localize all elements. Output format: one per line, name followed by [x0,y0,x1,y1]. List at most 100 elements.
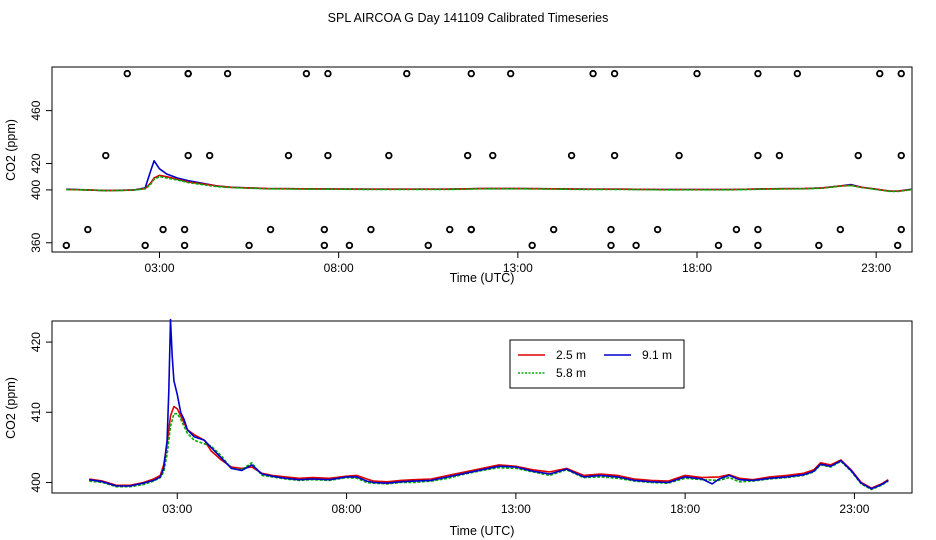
x-tick-label: 23:00 [861,261,891,275]
x-tick-label: 18:00 [682,261,712,275]
sample-point [732,225,741,234]
sample-point [467,225,475,234]
x-tick-label: 13:00 [501,502,531,516]
sample-point [528,241,536,250]
sample-point [302,69,311,78]
sample-point [793,69,802,78]
plot-frame-bottom [51,320,913,494]
series-lines-bottom [89,318,889,491]
y-tick-label: 460 [29,100,43,120]
y-axis-label-top: CO2 (ppm) [4,119,18,181]
x-axis-bottom: 03:00 08:00 13:00 18:00 23:00 [162,493,870,516]
series-lines-top [66,160,913,193]
sample-point [403,69,411,78]
sample-point [324,151,332,160]
sample-point [424,241,432,250]
sample-point [610,69,619,78]
plot-frame-top [51,66,913,253]
sample-point [754,225,762,234]
x-tick-label: 08:00 [324,261,354,275]
sample-point [463,151,472,160]
sample-point [367,225,375,234]
sample-point [506,69,515,78]
sample-point [893,241,902,250]
sample-point [897,151,905,160]
sample-point [589,69,597,78]
sample-point [320,225,329,234]
x-tick-label: 13:00 [503,261,533,275]
sample-point [385,151,393,160]
series-line-9-1-m [66,160,913,192]
sample-point [84,225,92,234]
sample-point [714,241,723,250]
y-axis-label-bottom: CO2 (ppm) [4,377,18,439]
sample-point [324,69,332,78]
series-line-2-5-m [89,405,889,489]
sample-point [141,241,149,250]
sample-point [607,241,615,250]
sample-point [489,151,497,160]
sample-point [62,241,71,250]
sample-point [836,225,845,234]
sample-point [180,225,189,234]
sample-point [854,151,862,160]
x-axis-label-bottom: Time (UTC) [450,524,515,538]
sample-point [123,69,131,78]
x-axis-top: 03:00 08:00 13:00 18:00 23:00 [144,252,892,275]
sample-point [693,69,701,78]
y-tick-label: 420 [29,332,43,352]
sample-point [184,151,192,160]
panel-timeseries: 03:00 08:00 13:00 18:00 23:00 400 410 420 Time… [4,318,913,538]
legend-label-5-8m: 5.8 m [556,366,586,380]
sample-point [754,151,762,160]
series-line-9-1-m [89,318,889,490]
legend-label-9-1m: 9.1 m [642,348,672,362]
y-tick-label: 400 [29,472,43,492]
sample-point [102,151,110,160]
sample-point [467,69,475,78]
series-line-5-8-m [66,175,913,193]
sample-point [653,225,662,234]
legend-box [509,339,685,389]
x-tick-label: 18:00 [670,502,700,516]
sample-point [205,151,214,160]
sample-point [897,69,905,78]
x-axis-label-top: Time (UTC) [450,271,515,285]
y-tick-label: 400 [29,180,43,200]
sample-point [754,69,762,78]
sample-point [266,225,275,234]
sample-point [284,151,293,160]
x-tick-label: 03:00 [144,261,174,275]
panel-all-points: 03:00 08:00 13:00 18:00 23:00 360 400 420 460 T… [4,66,913,285]
x-tick-label: 23:00 [839,502,869,516]
legend: 2.5 m 9.1 m 5.8 m [509,339,685,389]
sample-point [184,69,192,78]
sample-point [815,241,823,250]
series-line-5-8-m [89,412,889,491]
sample-point [567,151,576,160]
sample-point [675,151,683,160]
sample-point [446,225,454,234]
sample-point [632,241,640,250]
y-axis-bottom: 400 410 420 [29,332,52,492]
sample-point [754,241,762,250]
sample-point [897,225,905,234]
sample-point [775,151,784,160]
sample-point [245,241,253,250]
sample-point [549,225,558,234]
y-tick-label: 410 [29,402,43,422]
sample-point [320,241,329,250]
sample-point [876,69,884,78]
x-tick-label: 03:00 [162,502,192,516]
sample-point [610,151,619,160]
y-axis-top: 360 400 420 460 [29,100,52,253]
sample-points [62,69,905,250]
y-tick-label: 360 [29,232,43,252]
chart-title: SPL AIRCOA G Day 141109 Calibrated Times… [328,11,609,25]
sample-point [607,225,615,234]
sample-point [345,241,354,250]
x-tick-label: 08:00 [332,502,362,516]
legend-label-2-5m: 2.5 m [556,348,586,362]
sample-point [159,225,167,234]
